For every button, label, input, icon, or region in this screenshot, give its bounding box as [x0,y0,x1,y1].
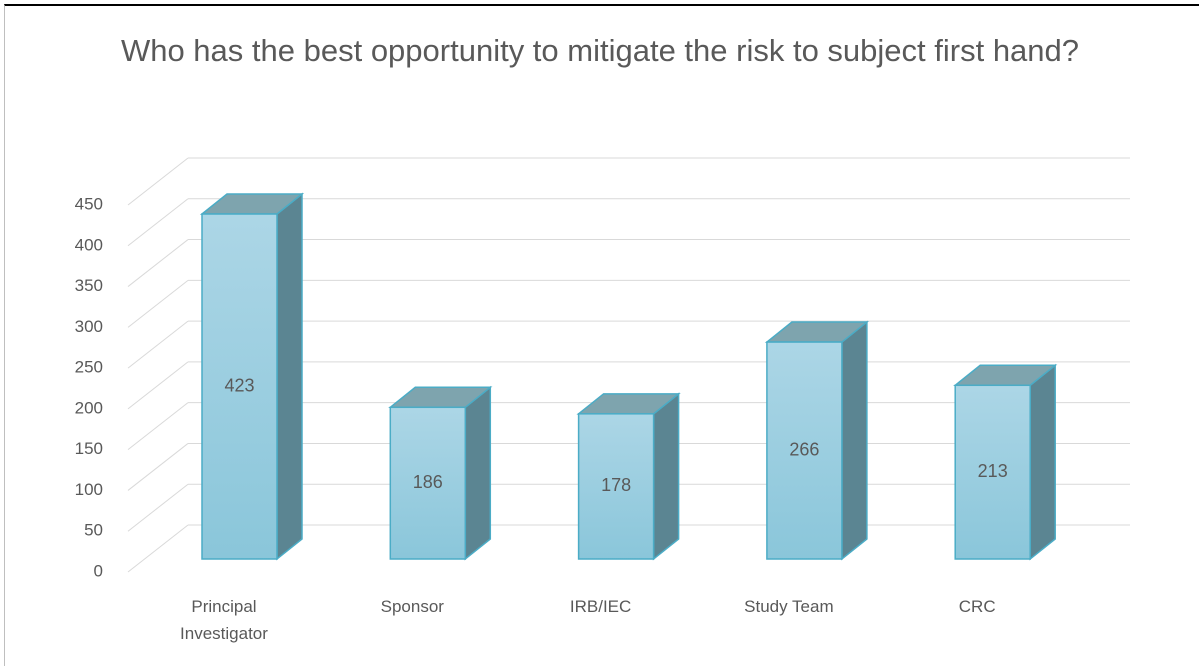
y-tick-label: 300 [75,317,103,336]
y-tick-label: 0 [94,561,103,580]
bar [199,192,305,561]
y-tick-label: 250 [75,358,103,377]
bar [953,363,1058,561]
grid-line [127,443,189,491]
y-tick-label: 450 [75,194,103,213]
value-label: 423 [224,375,254,395]
x-tick-label: Study Team [744,597,834,616]
y-tick-label: 150 [75,439,103,458]
value-label: 178 [601,475,631,495]
x-tick-label: Principal Investigator [180,597,268,643]
bar-side [1029,363,1056,561]
bar-side [652,392,680,561]
y-tick-label: 50 [84,521,103,540]
grid-line [127,198,189,247]
bar-front [954,384,1031,560]
value-label: 266 [789,439,819,459]
y-tick-label: 400 [75,235,103,254]
grid-line [127,483,189,532]
bar-side [276,192,303,561]
bar-front [577,413,655,560]
chart-title: Who has the best opportunity to mitigate… [120,33,1080,68]
x-tick-label: CRC [958,597,996,616]
bar-front [766,341,843,560]
y-tick-label: 100 [75,480,103,499]
bar [576,392,681,561]
x-tick-label: Sponsor [380,597,444,616]
grid-line [127,361,189,410]
bar-side [841,320,868,561]
grid-line [127,157,189,206]
bar [388,385,493,561]
value-label: 186 [413,472,443,492]
grid-line [127,524,189,573]
bar-front [201,213,278,560]
grid-line [127,320,189,369]
y-tick-label: 350 [75,276,103,295]
y-tick-label: 200 [75,398,103,417]
value-label: 213 [978,461,1008,481]
grid-line [127,402,189,451]
bar [764,320,870,561]
bar-front [389,406,467,560]
frame [4,4,1199,666]
x-tick-label: IRB/IEC [569,597,632,616]
grid-line [127,279,189,328]
grid-line [127,239,189,287]
bar-side [464,385,492,561]
